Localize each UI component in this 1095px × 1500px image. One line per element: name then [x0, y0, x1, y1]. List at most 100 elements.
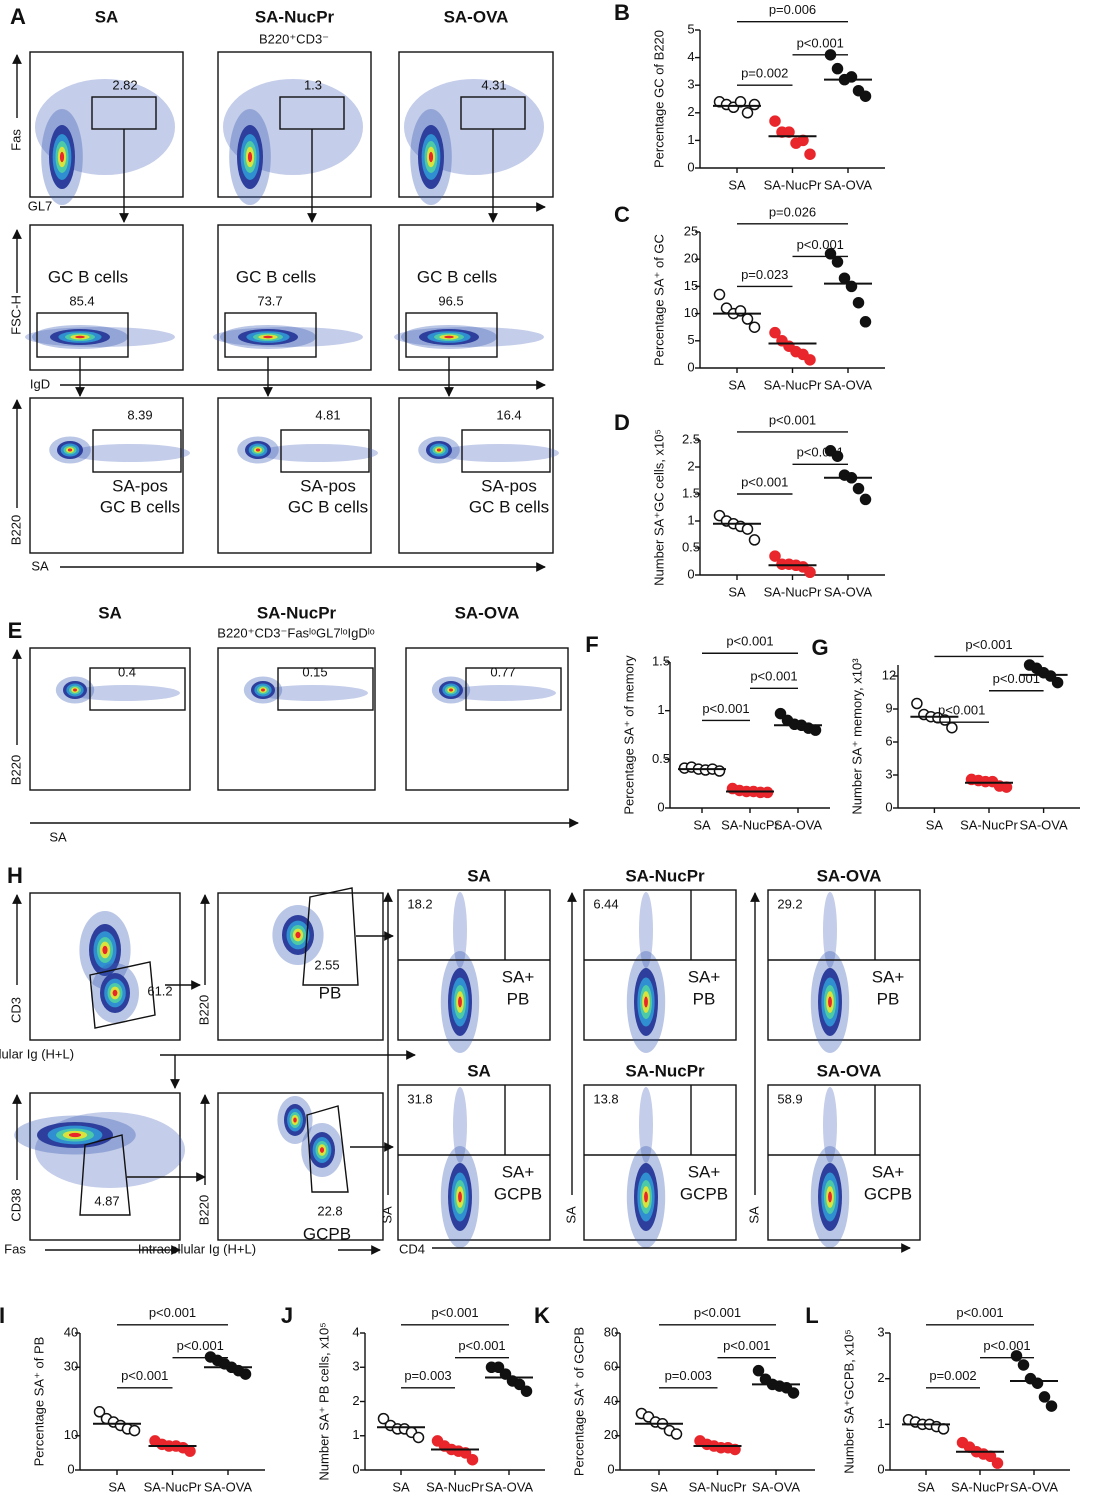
gate-value: 58.9 — [777, 1091, 802, 1106]
gate-name: PB — [507, 989, 530, 1008]
gate-value: 0.4 — [118, 664, 136, 679]
panel-letter: I — [0, 1303, 5, 1328]
gate — [89, 961, 156, 1029]
y-tick-label: 5 — [687, 21, 694, 36]
plot-frame — [29, 892, 181, 1041]
x-tick-label: SA — [693, 817, 711, 832]
y-axis-label: FSC-H — [8, 295, 23, 335]
x-axis-label: CD4 — [399, 1241, 425, 1256]
plot-frame — [29, 224, 184, 371]
plot-frame — [217, 647, 376, 791]
gate-name: PB — [319, 983, 342, 1002]
y-tick-label: 0.5 — [652, 751, 670, 766]
data-dot — [741, 107, 754, 119]
y-tick-label: 80 — [604, 1324, 618, 1339]
x-tick-label: SA — [728, 377, 746, 392]
gate-name: GCPB — [494, 1184, 542, 1203]
gate — [280, 429, 370, 473]
y-tick-label: 6 — [885, 733, 892, 748]
y-tick-label: 1.5 — [652, 653, 670, 668]
y-tick-label: 0 — [67, 1461, 74, 1476]
y-tick-label: 3 — [885, 766, 892, 781]
plot-frame — [397, 889, 551, 1041]
y-axis-label: Number SA⁺GC cells, x10⁵ — [651, 429, 666, 586]
column-title: SA-NucPr — [625, 866, 705, 885]
density-blob — [75, 335, 85, 339]
y-axis-label: SA — [746, 1206, 761, 1224]
plot-frame — [29, 1092, 181, 1241]
significance-label: p<0.001 — [965, 637, 1012, 652]
density-blob — [263, 335, 273, 339]
data-dot — [184, 1445, 196, 1457]
plot-frame — [217, 397, 372, 554]
x-tick-label: SA-OVA — [204, 1479, 252, 1494]
column-title: SA-OVA — [817, 1061, 882, 1080]
panel-letter: L — [805, 1303, 818, 1328]
x-axis-label: SA — [49, 829, 67, 844]
plot-frame — [217, 892, 384, 1041]
y-tick-label: 3 — [352, 1359, 359, 1374]
data-dot — [93, 1406, 106, 1418]
data-dot — [809, 724, 822, 736]
data-dot — [937, 1423, 950, 1435]
column-title: SA — [467, 1061, 491, 1080]
gate-value: 2.82 — [112, 77, 137, 92]
y-tick-label: 10 — [64, 1427, 78, 1442]
panel-letter: C — [614, 202, 630, 227]
density-blob — [828, 1191, 832, 1203]
gate — [461, 429, 551, 473]
significance-label: p=0.003 — [404, 1368, 451, 1383]
x-tick-label: SA — [650, 1479, 668, 1494]
gate-value: 6.44 — [593, 896, 618, 911]
data-dot — [748, 534, 761, 546]
gate — [89, 667, 186, 711]
gate-name: GCPB — [680, 1184, 728, 1203]
data-dot — [748, 98, 761, 111]
column-title: SA-OVA — [455, 603, 520, 622]
density-blob — [112, 989, 118, 997]
column-title: SA — [467, 866, 491, 885]
y-tick-label: 4 — [687, 49, 694, 64]
x-tick-label: SA — [917, 1479, 935, 1494]
x-axis-label: IgD — [30, 376, 50, 391]
significance-label: p<0.001 — [726, 634, 773, 649]
gate-name: GC B cells — [48, 267, 128, 286]
y-tick-label: 10 — [684, 305, 698, 320]
plot-frame — [217, 224, 372, 371]
data-dot — [239, 1368, 252, 1380]
density-blob — [293, 1117, 297, 1123]
plot-frame — [29, 397, 184, 554]
gate-value: 0.15 — [302, 664, 327, 679]
y-tick-label: 30 — [64, 1359, 78, 1374]
y-axis-label: B220 — [8, 515, 23, 545]
x-axis-label: Intracellular Ig (H+L) — [0, 1046, 74, 1061]
data-dot — [1051, 676, 1064, 689]
y-tick-label: 0 — [877, 1461, 884, 1476]
y-axis-label: Percentage SA⁺ of GC — [651, 234, 666, 366]
significance-label: p<0.001 — [741, 474, 788, 489]
panel-letter: J — [281, 1303, 293, 1328]
density-blob — [444, 335, 454, 339]
panel-letter: A — [10, 4, 26, 29]
y-tick-label: 15 — [684, 278, 698, 293]
panel-letter: E — [8, 618, 23, 643]
data-dot — [838, 272, 851, 284]
gate-value: 2.55 — [314, 957, 339, 972]
plot-frame — [29, 51, 184, 198]
significance-label: p<0.001 — [431, 1305, 478, 1320]
gate — [465, 667, 562, 711]
data-dot — [520, 1385, 533, 1397]
y-tick-label: 0 — [885, 799, 892, 814]
plot-frame — [398, 51, 554, 198]
plot-frame — [217, 51, 372, 198]
x-tick-label: SA-OVA — [1010, 1479, 1058, 1494]
y-tick-label: 0 — [687, 359, 694, 374]
density-blob — [68, 1132, 82, 1138]
data-dot — [713, 765, 726, 777]
y-tick-label: 9 — [885, 700, 892, 715]
y-tick-label: 3 — [687, 77, 694, 92]
data-dot — [946, 721, 958, 734]
density-haze — [439, 444, 559, 462]
gate — [277, 667, 374, 711]
